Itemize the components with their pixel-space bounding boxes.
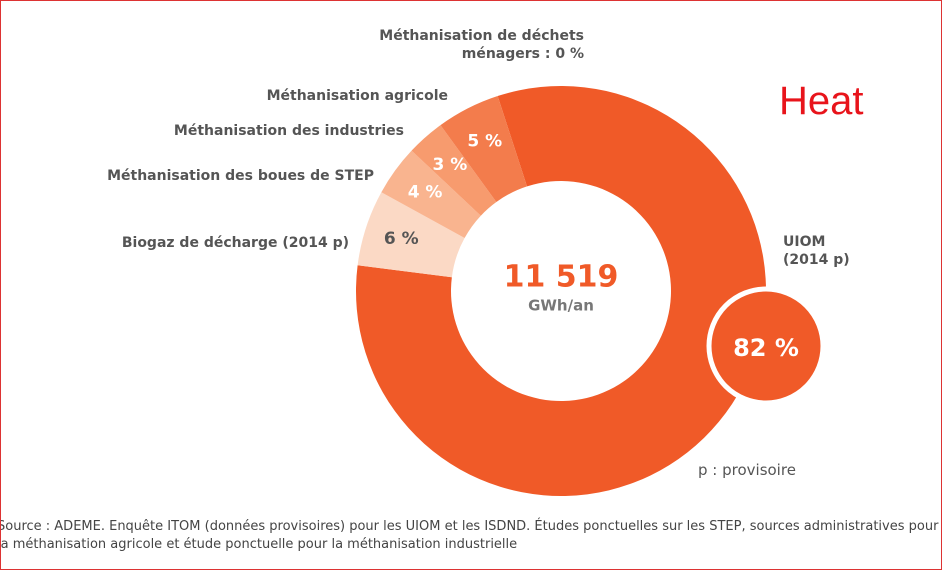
slice-value-label: 82 %	[733, 334, 799, 362]
slice	[381, 150, 481, 239]
slice-value-label: 4 %	[408, 182, 443, 202]
category-label: UIOM (2014 p)	[783, 233, 863, 269]
category-label: Méthanisation des boues de STEP	[74, 167, 374, 185]
category-label: Méthanisation de déchets ménagers : 0 %	[344, 27, 584, 63]
category-name: Biogaz de décharge (2014 p)	[121, 235, 349, 251]
slice	[357, 192, 465, 278]
category-name: Méthanisation des boues de STEP	[107, 168, 374, 184]
bubble	[706, 286, 826, 406]
slice-value-label: 5 %	[467, 131, 502, 151]
slice	[440, 96, 528, 203]
unit: GWh/an	[528, 297, 594, 315]
category-name: Méthanisation des industries	[173, 123, 404, 139]
total: 11 519	[504, 260, 619, 295]
value-label: 0 %	[555, 46, 584, 62]
category-label: Méthanisation des industries	[104, 122, 404, 140]
slice	[411, 125, 497, 216]
category-name: UIOM (2014 p)	[783, 234, 850, 268]
category-name: Méthanisation de déchets ménagers :	[379, 28, 584, 62]
note: p : provisoire	[698, 461, 796, 479]
slice	[356, 86, 766, 497]
category-label: Biogaz de décharge (2014 p)	[89, 234, 349, 252]
slice-value-label: 3 %	[433, 155, 468, 175]
category-name: Méthanisation agricole	[266, 88, 448, 104]
category-label: Méthanisation agricole	[148, 87, 448, 105]
slice-value-label: 6 %	[384, 229, 419, 249]
source: Source : ADEME. Enquête ITOM (données pr…	[0, 519, 939, 552]
annotation: Heat	[779, 79, 864, 123]
